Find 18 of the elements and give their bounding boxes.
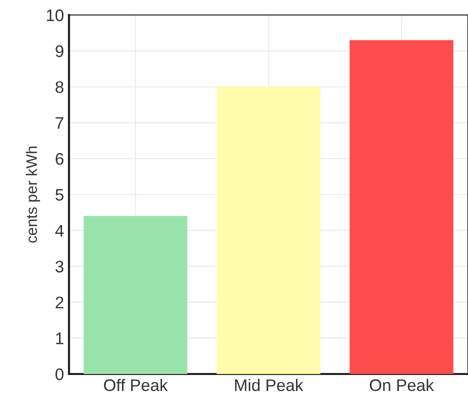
- bar: [216, 86, 320, 374]
- y-tick-label: 7: [56, 117, 64, 129]
- x-tick-label: Off Peak: [104, 378, 168, 392]
- y-tick-label: 1: [56, 332, 64, 344]
- x-tick-label: Mid Peak: [235, 378, 304, 392]
- bar: [350, 40, 454, 374]
- y-tick-label: 9: [56, 45, 64, 58]
- y-axis-title: cents per kWh: [26, 146, 40, 243]
- y-tick-label: 10: [46, 9, 64, 22]
- bar: [84, 216, 188, 374]
- y-tick-label: 0: [56, 368, 64, 380]
- y-tick-label: 4: [55, 224, 64, 236]
- y-tick-label: 3: [56, 260, 64, 273]
- y-tick-label: 2: [56, 296, 64, 308]
- y-tick-label: 8: [56, 81, 64, 94]
- y-tick-label: 6: [56, 153, 64, 165]
- x-tick-label: On Peak: [370, 378, 434, 392]
- y-tick-label: 5: [56, 189, 64, 201]
